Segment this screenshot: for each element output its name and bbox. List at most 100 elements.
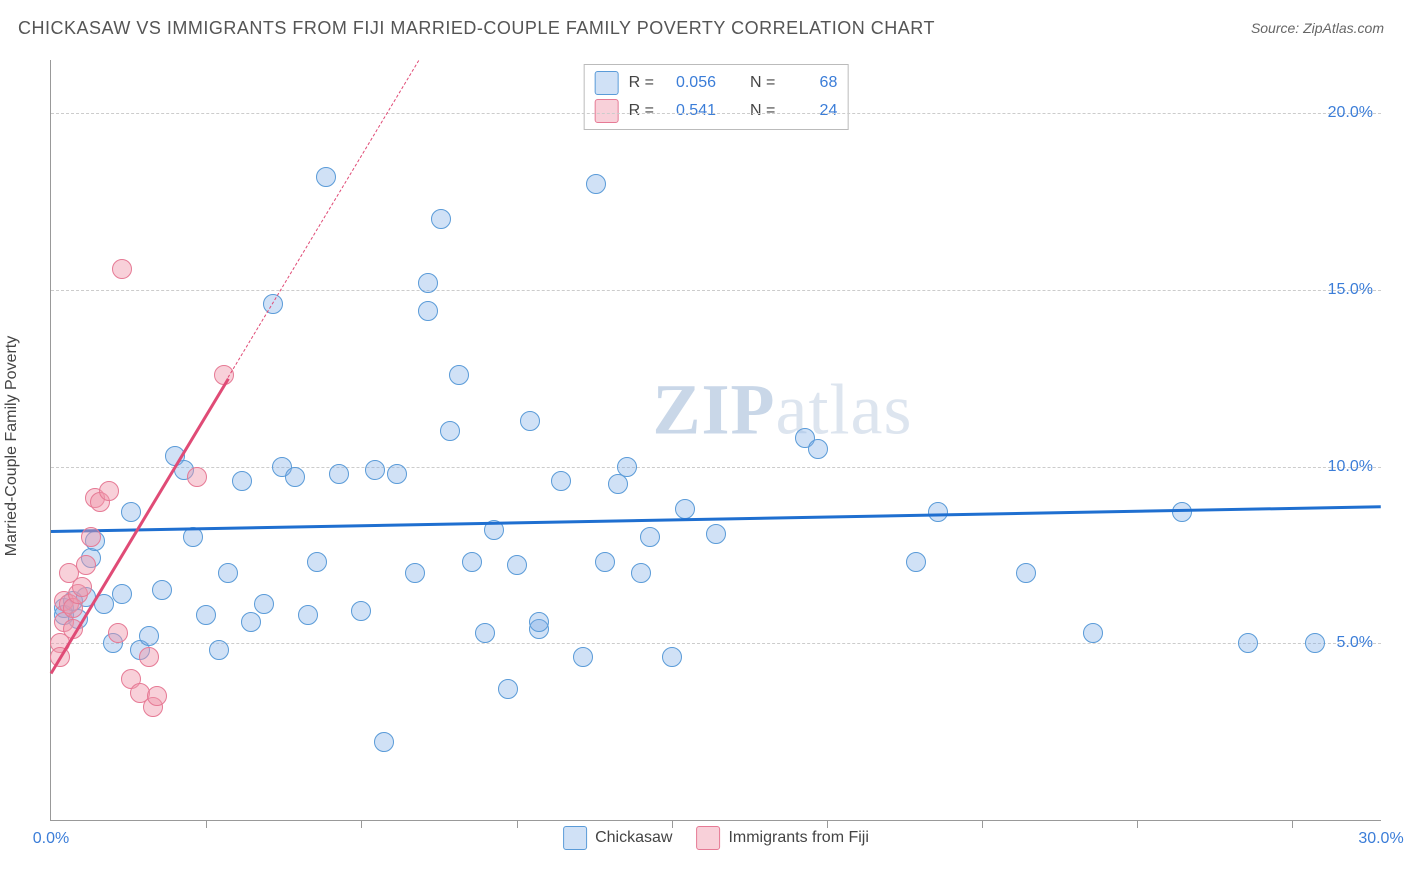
data-point	[498, 679, 518, 699]
x-tick-mark	[982, 820, 983, 828]
x-tick-mark	[517, 820, 518, 828]
data-point	[139, 647, 159, 667]
data-point	[147, 686, 167, 706]
r-value: 0.541	[664, 102, 716, 120]
gridline	[51, 467, 1381, 468]
watermark: ZIPatlas	[653, 368, 913, 451]
data-point	[405, 563, 425, 583]
n-value: 24	[785, 102, 837, 120]
gridline	[51, 643, 1381, 644]
r-label: R =	[629, 74, 654, 92]
data-point	[507, 555, 527, 575]
data-point	[662, 647, 682, 667]
y-tick-label: 15.0%	[1328, 281, 1373, 299]
legend-swatch	[563, 826, 587, 850]
gridline	[51, 290, 1381, 291]
y-tick-label: 10.0%	[1328, 458, 1373, 476]
legend-swatch	[595, 71, 619, 95]
data-point	[81, 527, 101, 547]
data-point	[121, 502, 141, 522]
x-tick-label: 0.0%	[33, 830, 69, 848]
scatter-plot-area: ZIPatlas R =0.056N =68R =0.541N =24 Chic…	[50, 60, 1381, 821]
data-point	[241, 612, 261, 632]
x-tick-mark	[1137, 820, 1138, 828]
data-point	[1083, 623, 1103, 643]
data-point	[631, 563, 651, 583]
data-point	[112, 259, 132, 279]
data-point	[551, 471, 571, 491]
y-tick-label: 20.0%	[1328, 104, 1373, 122]
legend-swatch	[595, 99, 619, 123]
x-tick-mark	[1292, 820, 1293, 828]
data-point	[586, 174, 606, 194]
data-point	[418, 301, 438, 321]
data-point	[374, 732, 394, 752]
data-point	[108, 623, 128, 643]
x-tick-label: 30.0%	[1358, 830, 1403, 848]
data-point	[99, 481, 119, 501]
legend-item: Immigrants from Fiji	[696, 826, 868, 850]
legend-label: Chickasaw	[595, 829, 672, 847]
r-label: R =	[629, 102, 654, 120]
x-tick-mark	[827, 820, 828, 828]
data-point	[387, 464, 407, 484]
data-point	[418, 273, 438, 293]
stat-row: R = 0.541 N = 24	[595, 97, 838, 125]
r-value: 0.056	[664, 74, 716, 92]
data-point	[462, 552, 482, 572]
data-point	[449, 365, 469, 385]
data-point	[608, 474, 628, 494]
data-point	[72, 577, 92, 597]
legend-swatch	[696, 826, 720, 850]
data-point	[285, 467, 305, 487]
data-point	[529, 612, 549, 632]
data-point	[431, 209, 451, 229]
data-point	[351, 601, 371, 621]
series-legend: Chickasaw Immigrants from Fiji	[563, 826, 869, 850]
data-point	[706, 524, 726, 544]
chart-title: CHICKASAW VS IMMIGRANTS FROM FIJI MARRIE…	[18, 18, 935, 39]
data-point	[1172, 502, 1192, 522]
y-tick-label: 5.0%	[1337, 634, 1373, 652]
data-point	[307, 552, 327, 572]
data-point	[617, 457, 637, 477]
legend-item: Chickasaw	[563, 826, 672, 850]
y-axis-label: Married-Couple Family Poverty	[3, 336, 21, 557]
data-point	[675, 499, 695, 519]
trend-line	[228, 60, 419, 377]
data-point	[1305, 633, 1325, 653]
data-point	[152, 580, 172, 600]
data-point	[196, 605, 216, 625]
data-point	[640, 527, 660, 547]
data-point	[808, 439, 828, 459]
data-point	[573, 647, 593, 667]
gridline	[51, 113, 1381, 114]
data-point	[520, 411, 540, 431]
data-point	[1238, 633, 1258, 653]
n-value: 68	[785, 74, 837, 92]
x-tick-mark	[206, 820, 207, 828]
data-point	[329, 464, 349, 484]
data-point	[365, 460, 385, 480]
data-point	[595, 552, 615, 572]
n-label: N =	[750, 102, 775, 120]
data-point	[232, 471, 252, 491]
data-point	[218, 563, 238, 583]
data-point	[298, 605, 318, 625]
data-point	[254, 594, 274, 614]
n-label: N =	[750, 74, 775, 92]
correlation-stats-box: R = 0.056 N = 68 R = 0.541 N = 24	[584, 64, 849, 130]
legend-label: Immigrants from Fiji	[728, 829, 868, 847]
data-point	[475, 623, 495, 643]
data-point	[76, 555, 96, 575]
x-tick-mark	[672, 820, 673, 828]
data-point	[187, 467, 207, 487]
x-tick-mark	[361, 820, 362, 828]
data-point	[209, 640, 229, 660]
source-attribution: Source: ZipAtlas.com	[1251, 20, 1384, 36]
stat-row: R = 0.056 N = 68	[595, 69, 838, 97]
data-point	[906, 552, 926, 572]
data-point	[112, 584, 132, 604]
data-point	[1016, 563, 1036, 583]
data-point	[316, 167, 336, 187]
